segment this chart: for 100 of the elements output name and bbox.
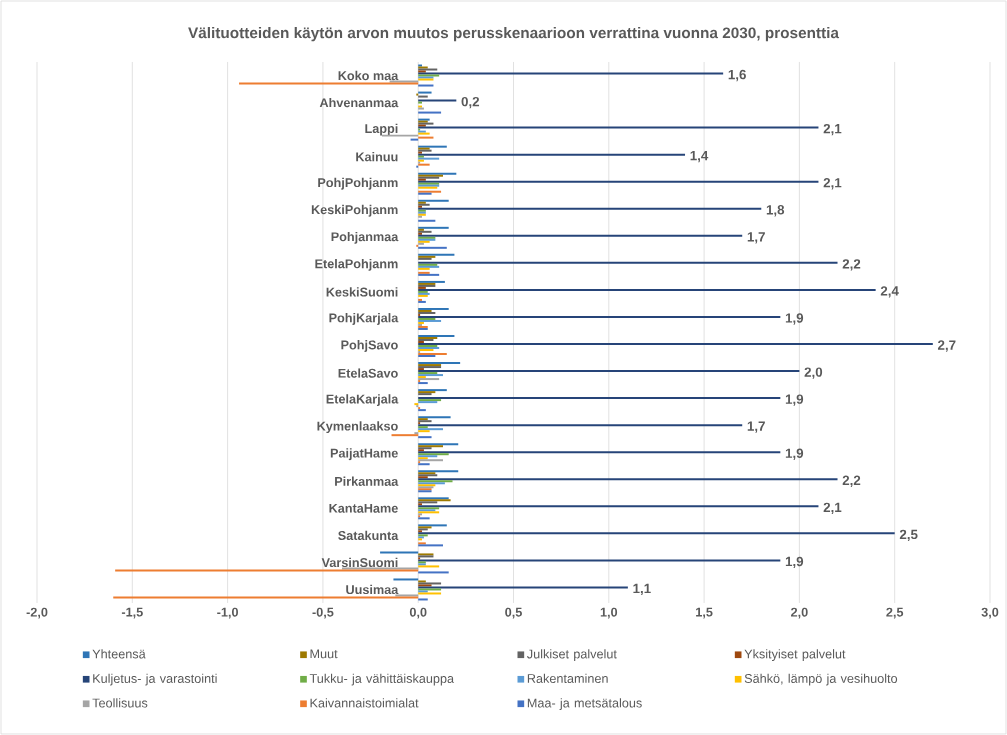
- data-label: 2,1: [823, 502, 842, 515]
- x-tick-label: 1,0: [600, 607, 618, 619]
- bar: [418, 370, 800, 373]
- bar: [418, 584, 432, 587]
- bar: [418, 122, 434, 125]
- bar: [418, 95, 428, 98]
- bar: [418, 255, 436, 258]
- bar: [418, 242, 424, 245]
- bar: [418, 72, 724, 75]
- bar: [418, 505, 819, 508]
- bar: [418, 64, 423, 67]
- bar: [341, 567, 419, 570]
- bar: [418, 374, 443, 377]
- bar: [418, 409, 426, 412]
- bar: [418, 192, 432, 195]
- bar: [418, 178, 426, 181]
- bar: [418, 203, 430, 206]
- bar: [418, 145, 447, 148]
- data-label: 1,4: [690, 151, 709, 163]
- bar: [418, 126, 819, 129]
- bar: [418, 124, 426, 127]
- y-tick-label: PohjPohjanm: [318, 177, 398, 190]
- data-label: 2,2: [842, 475, 861, 487]
- y-tick-label: EtelaPohjanm: [315, 258, 398, 271]
- bar: [418, 571, 449, 574]
- bar: [395, 594, 419, 597]
- bar: [418, 99, 457, 102]
- bar: [418, 205, 423, 208]
- bar: [418, 309, 432, 312]
- legend-label: Sähkö, lämpö ja vesihuolto: [744, 673, 898, 686]
- bar: [418, 598, 428, 601]
- data-label: 2,1: [823, 123, 842, 136]
- bar: [113, 596, 419, 599]
- bar: [418, 286, 426, 289]
- x-tick-label: -0,5: [312, 607, 334, 619]
- bar: [418, 180, 819, 183]
- bar: [418, 307, 449, 310]
- bar: [418, 459, 443, 462]
- bar: [418, 349, 434, 352]
- chart-title: Välituotteiden käytön arvon muutos perusskenaarioon verrattina vuonna 2030, prosenttia: [188, 27, 840, 42]
- data-label: 2,2: [842, 259, 861, 271]
- bar: [418, 311, 436, 314]
- bar: [418, 201, 426, 204]
- x-tick-label: 3,0: [981, 607, 999, 619]
- bar: [410, 138, 419, 141]
- bar: [418, 232, 423, 235]
- x-tick-label: 0,5: [505, 607, 522, 619]
- x-tick-label: 0,0: [409, 607, 427, 619]
- bar: [418, 267, 430, 270]
- bar: [418, 588, 442, 591]
- bar: [418, 111, 442, 114]
- bar: [418, 580, 426, 583]
- legend-label: Teollisuus: [92, 698, 148, 708]
- y-tick-label: PohjKarjala: [329, 313, 399, 325]
- bar: [418, 389, 447, 392]
- bar: [418, 376, 426, 379]
- data-label: 1,9: [785, 394, 804, 406]
- bar: [418, 463, 430, 466]
- bar: [418, 319, 442, 322]
- bar: [418, 426, 428, 429]
- bar: [418, 246, 447, 249]
- bar: [393, 578, 419, 581]
- bar: [418, 436, 432, 439]
- bar: [418, 509, 436, 512]
- data-label: 2,4: [880, 286, 899, 298]
- x-tick-label: 1,5: [696, 607, 713, 619]
- bar: [418, 315, 781, 318]
- bar: [418, 526, 432, 529]
- bar: [418, 261, 838, 264]
- bar: [418, 339, 434, 342]
- bar: [418, 219, 436, 222]
- y-tick-label: PohjSavo: [341, 340, 398, 352]
- data-label: 2,0: [804, 367, 823, 379]
- x-tick-label: -1,5: [121, 607, 143, 619]
- bar: [418, 190, 442, 193]
- legend-label: Muut: [310, 649, 338, 659]
- bar: [418, 368, 424, 371]
- bar: [418, 424, 743, 427]
- bar: [418, 453, 449, 456]
- x-tick-label: -2,0: [26, 607, 48, 619]
- bar: [418, 586, 628, 589]
- bar: [418, 155, 424, 158]
- data-label: 1,7: [747, 421, 765, 433]
- bar: [418, 66, 428, 69]
- bar: [418, 132, 430, 135]
- bar: [418, 341, 424, 344]
- bar: [418, 447, 432, 450]
- bar: [418, 559, 781, 562]
- bar: [418, 230, 432, 233]
- bar: [418, 157, 440, 160]
- bar: [418, 401, 438, 404]
- y-tick-label: Pohjanmaa: [331, 231, 399, 244]
- bar: [418, 457, 428, 460]
- bar: [418, 476, 428, 479]
- data-label: 1,1: [633, 583, 651, 596]
- bar: [418, 428, 443, 431]
- bar: [418, 480, 453, 483]
- y-tick-label: EtelaSavo: [338, 368, 398, 378]
- data-label: 0,2: [461, 96, 480, 109]
- legend-label: Kaivannaistoimialat: [310, 698, 419, 708]
